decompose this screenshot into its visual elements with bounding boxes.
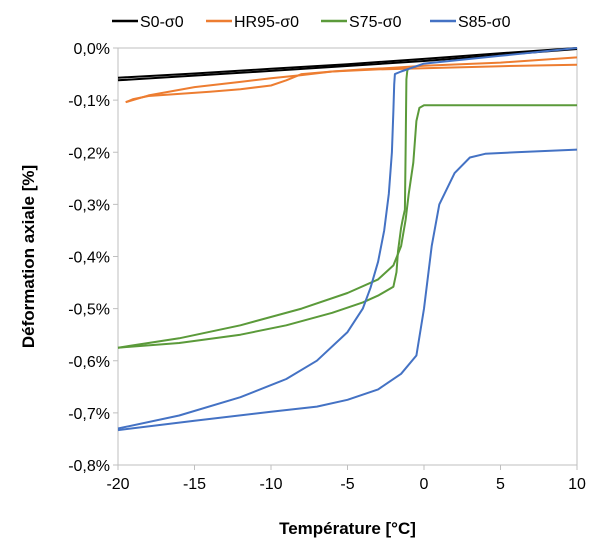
series-4-return-line [117,148,578,432]
y-axis-label: Déformation axiale [%] [19,165,38,348]
y-tick-label: -0,4% [68,250,110,267]
x-axis: -20 -15 -10 -5 0 5 10 [106,465,586,493]
legend-label: S85-σ0 [458,14,511,31]
y-tick-label: -0,1% [68,93,110,110]
series-1-line [117,47,578,79]
legend-label: HR95-σ0 [234,14,299,31]
series-3-return-line [117,104,577,349]
legend-label: S75-σ0 [349,14,402,31]
series-layer [117,47,578,432]
x-tick-label: 0 [420,476,429,493]
y-tick-label: -0,2% [68,145,110,162]
x-tick-label: -15 [183,476,206,493]
series-4-line [117,47,578,430]
x-tick-label: 10 [568,476,586,493]
y-tick-label: 0,0% [74,41,110,58]
series-2-return-line [125,63,578,104]
x-axis-label: Température [°C] [279,519,416,538]
x-tick-label: 5 [496,476,505,493]
y-axis: 0,0% -0,1% -0,2% -0,3% -0,4% -0,5% -0,6% -0,7% -… [68,41,118,475]
series-3-line [117,68,409,349]
y-tick-label: -0,8% [68,458,110,475]
x-tick-label: -20 [106,476,129,493]
x-tick-label: -10 [259,476,282,493]
y-tick-label: -0,6% [68,354,110,371]
x-tick-label: -5 [340,476,354,493]
legend: S0-σ0 HR95-σ0 S75-σ0 S85-σ0 [112,14,511,31]
y-tick-label: -0,5% [68,302,110,319]
legend-label: S0-σ0 [140,14,184,31]
y-tick-label: -0,7% [68,406,110,423]
y-tick-label: -0,3% [68,197,110,214]
plot-area [117,47,578,466]
